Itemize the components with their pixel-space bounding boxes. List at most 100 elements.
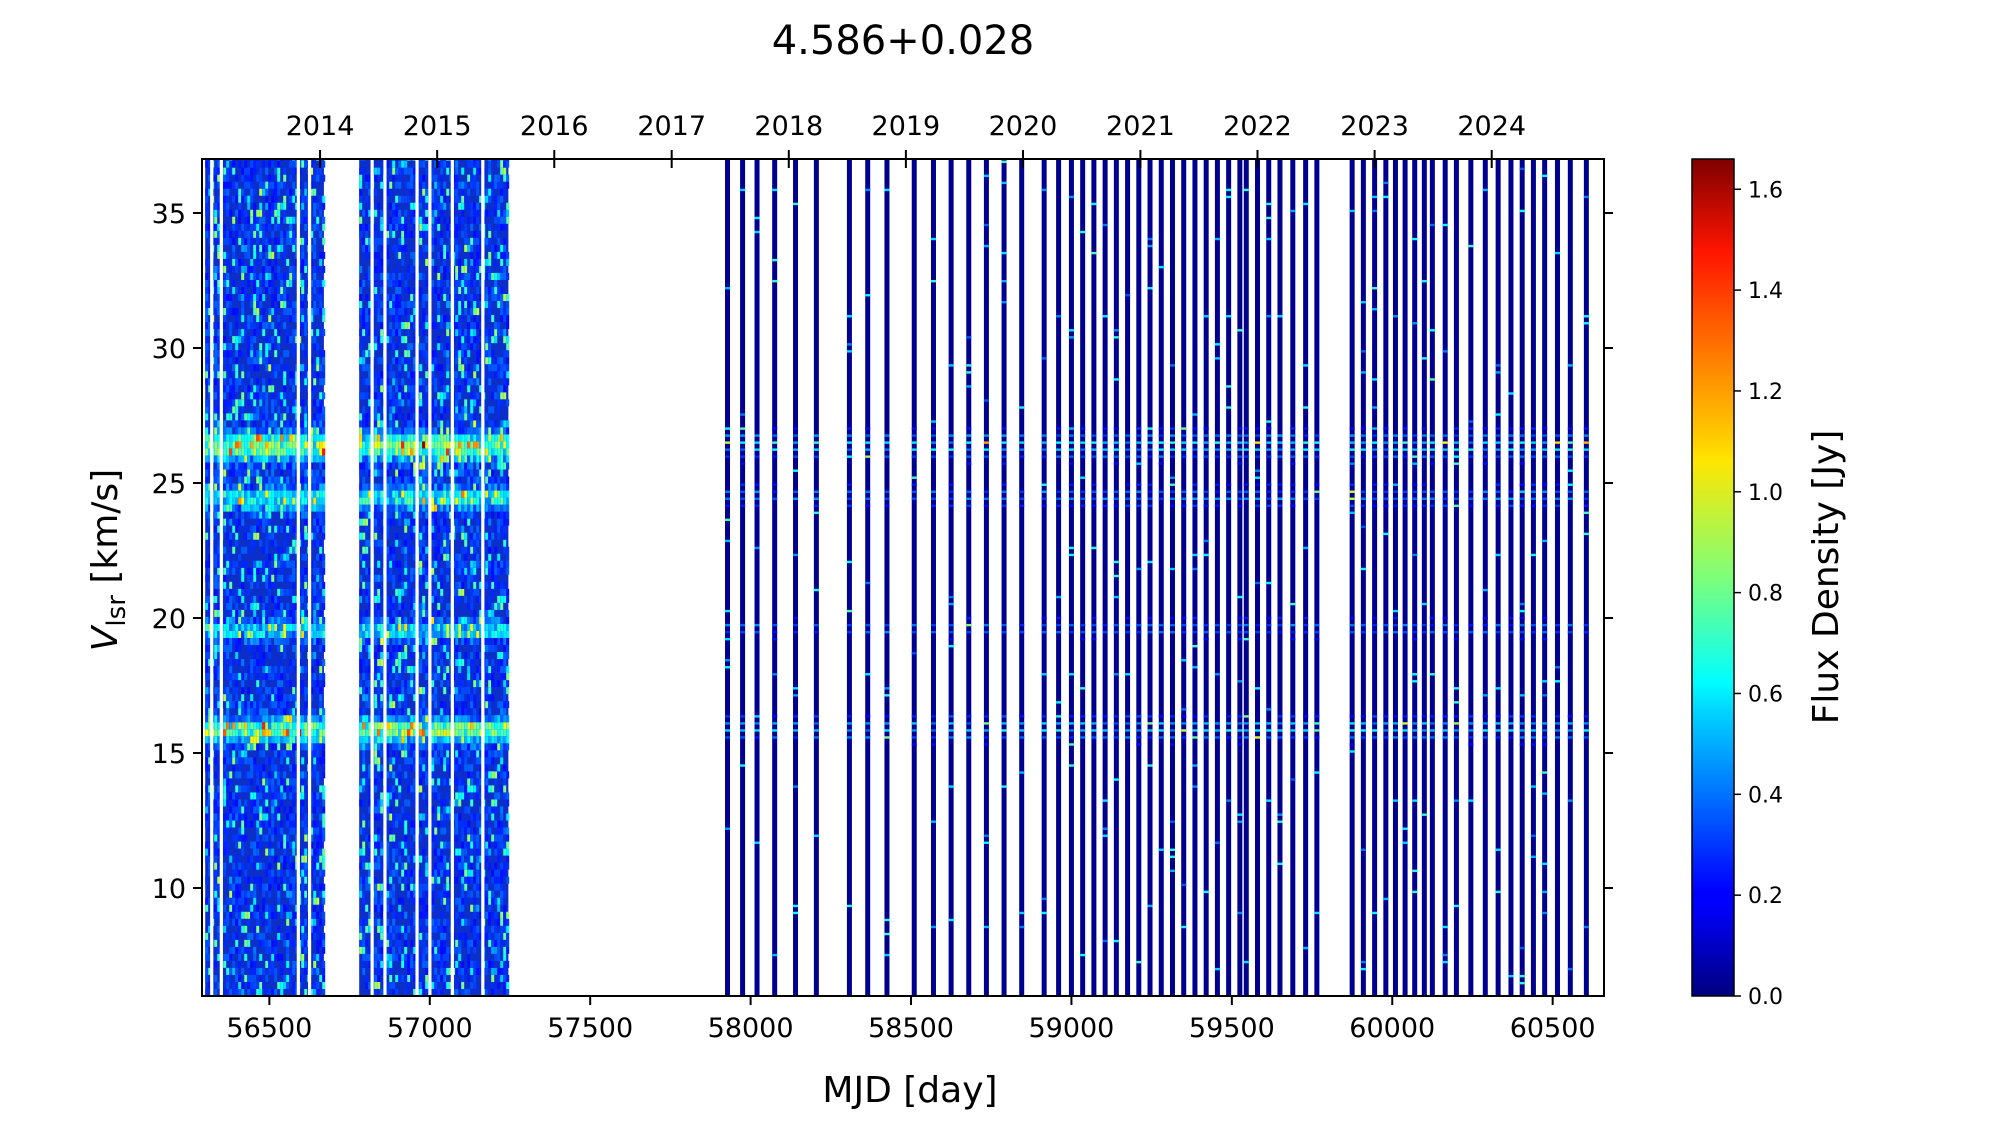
heat-cell <box>238 216 242 224</box>
heat-cell <box>259 441 263 449</box>
heat-cell <box>241 350 245 358</box>
heat-cell <box>283 834 287 842</box>
heat-cell <box>217 244 221 252</box>
heat-cell <box>244 160 248 168</box>
heat-cell <box>322 553 326 561</box>
heat-cell <box>389 308 393 316</box>
heat-cell <box>395 476 399 484</box>
heat-cell <box>410 294 414 302</box>
heat-cell <box>389 792 393 800</box>
heat-cell <box>256 511 260 519</box>
heat-cell <box>313 286 317 294</box>
heat-cell <box>232 399 236 407</box>
heat-cell <box>238 911 242 919</box>
heat-cell <box>259 434 263 442</box>
heat-cell <box>374 715 378 723</box>
heat-cell <box>301 364 305 372</box>
heat-cell <box>404 483 408 491</box>
heat-cell <box>410 736 414 744</box>
heat-cell <box>277 272 281 280</box>
heat-cell <box>277 364 281 372</box>
heat-cell <box>244 195 248 203</box>
heat-cell <box>205 743 209 751</box>
heat-cell <box>250 764 254 772</box>
heat-cell <box>226 202 230 210</box>
heat-cell <box>413 336 417 344</box>
heat-cell <box>235 799 239 807</box>
heat-cell <box>256 715 260 723</box>
heat-cell <box>301 806 305 814</box>
heat-cell <box>256 315 260 323</box>
heat-cell <box>404 420 408 428</box>
heat-cell <box>283 701 287 709</box>
heat-cell <box>205 988 209 996</box>
heat-cell <box>262 322 266 330</box>
heat-cell <box>380 181 384 189</box>
heat-cell <box>283 195 287 203</box>
heat-cell <box>377 518 381 526</box>
heat-cell <box>247 736 251 744</box>
heat-cell <box>280 294 284 302</box>
heat-cell <box>226 462 230 470</box>
heat-cell <box>241 743 245 751</box>
heat-cell <box>422 792 426 800</box>
heat-cell <box>362 708 366 716</box>
heat-cell <box>247 974 251 982</box>
heat-cell <box>368 848 372 856</box>
heat-cell <box>235 230 239 238</box>
heat-cell <box>389 188 393 196</box>
heat-cell <box>413 272 417 280</box>
heat-cell <box>232 988 236 996</box>
heat-cell <box>226 673 230 681</box>
heat-cell <box>214 392 218 400</box>
heat-cell <box>398 764 402 772</box>
heat-cell <box>395 216 399 224</box>
heat-cell <box>274 329 278 337</box>
heat-cell <box>247 202 251 210</box>
heat-cell <box>404 209 408 217</box>
heat-cell <box>316 771 320 779</box>
heat-cell <box>368 876 372 884</box>
heat-cell <box>247 195 251 203</box>
heat-cell <box>235 195 239 203</box>
heat-cell <box>283 722 287 730</box>
heat-cell <box>404 743 408 751</box>
heat-cell <box>241 729 245 737</box>
heat-cell <box>389 511 393 519</box>
heat-cell <box>398 595 402 603</box>
heat-cell <box>386 181 390 189</box>
heat-cell <box>259 315 263 323</box>
heat-cell <box>256 455 260 463</box>
heat-cell <box>232 455 236 463</box>
heat-cell <box>238 897 242 905</box>
heat-cell <box>271 701 275 709</box>
heat-cell <box>380 490 384 498</box>
heat-cell <box>419 897 423 905</box>
heat-cell <box>208 329 212 337</box>
heat-cell <box>223 574 227 582</box>
heat-cell <box>419 343 423 351</box>
heat-cell <box>316 799 320 807</box>
heat-cell <box>253 560 257 568</box>
heat-cell <box>268 855 272 863</box>
heat-cell <box>368 497 372 505</box>
heat-cell <box>319 258 323 266</box>
heat-cell <box>368 736 372 744</box>
heat-cell <box>223 469 227 477</box>
heat-cell <box>304 630 308 638</box>
heat-cell <box>362 848 366 856</box>
heat-cell <box>244 722 248 730</box>
heat-cell <box>374 637 378 645</box>
heat-cell <box>253 722 257 730</box>
heat-cell <box>208 855 212 863</box>
heat-cell <box>316 216 320 224</box>
heat-cell <box>295 757 299 765</box>
heat-cell <box>253 911 257 919</box>
heat-cell <box>301 476 305 484</box>
heat-cell <box>310 834 314 842</box>
heat-cell <box>319 399 323 407</box>
heat-cell <box>235 385 239 393</box>
heat-cell <box>268 988 272 996</box>
heat-cell <box>322 764 326 772</box>
heat-cell <box>392 953 396 961</box>
